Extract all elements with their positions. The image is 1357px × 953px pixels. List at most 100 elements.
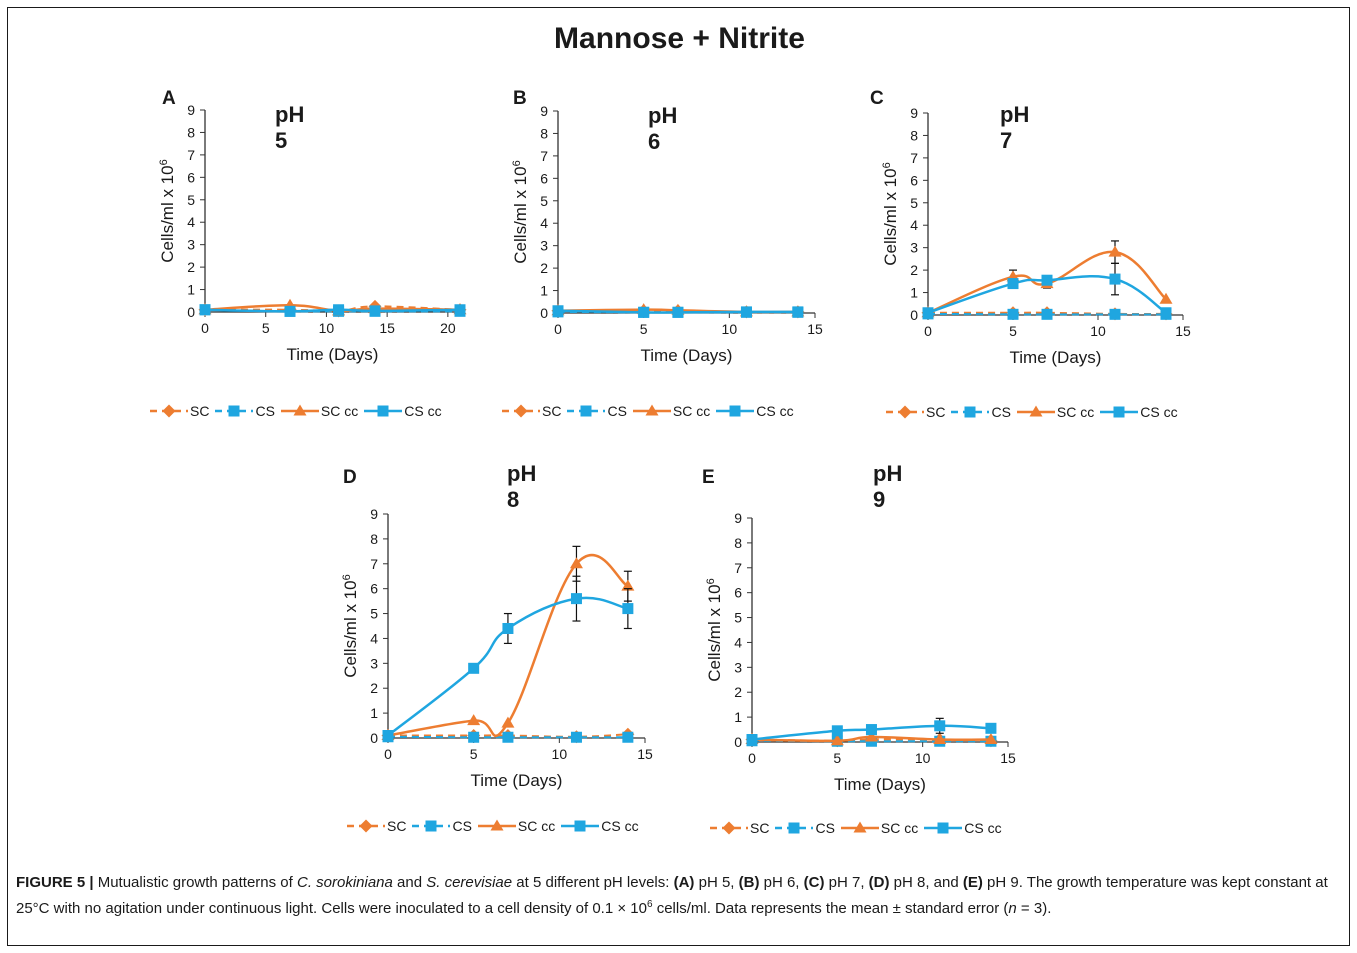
legend-item: CS [410,818,472,834]
legend-label: SC [190,403,210,419]
panel-letter: E [702,467,715,488]
legend-marker [788,822,800,834]
legend-swatch [347,819,385,833]
legend-marker [1029,405,1043,417]
legend-swatch [710,821,748,835]
legend-swatch [886,405,924,419]
y-tick-label: 4 [734,634,742,650]
x-tick-label: 15 [1000,750,1016,766]
legend-label: SC [926,404,946,420]
legend-item: SC [148,403,209,419]
y-tick-label: 1 [540,283,548,299]
caption-species: S. cerevisiae [426,874,513,891]
y-tick-label: 6 [370,581,378,597]
data-point [985,722,997,734]
caption-panel-ref: (E) [962,874,983,891]
y-tick-label: 9 [540,103,548,119]
legend-b: SC CS SC cc CS cc [500,403,798,419]
data-point [552,305,564,317]
y-axis-label-sup: 6 [158,159,170,165]
legend-marker [293,404,307,416]
legend-swatch [775,822,814,834]
y-tick-label: 1 [370,705,378,721]
y-tick-label: 6 [910,172,918,188]
x-tick-label: 5 [640,321,648,337]
legend-swatch [215,405,254,417]
y-tick-label: 0 [540,305,548,321]
legend-item: SC [345,818,406,834]
data-point [1159,292,1173,304]
legend-label: SC [542,403,562,419]
legend-e: SC CS SC cc CS cc [708,820,1006,836]
data-point [672,306,684,318]
legend-marker [359,819,373,833]
data-point [369,305,381,317]
y-tick-label: 3 [734,659,742,675]
legend-swatch [1100,406,1139,418]
y-tick-label: 7 [734,560,742,576]
data-point [382,730,394,742]
legend-c: SC CS SC cc CS cc [884,404,1182,420]
series-line-cs [387,735,628,739]
legend-item: CS cc [714,403,794,419]
data-point [622,603,634,615]
legend-swatch [632,404,671,416]
legend-label: SC cc [517,818,556,834]
y-tick-label: 3 [370,655,378,671]
legend-label: SC cc [1056,404,1095,420]
legend-swatch [412,820,451,832]
data-point [570,731,582,743]
y-axis-label: Cells/ml x 106 [341,574,360,677]
x-axis-label: Time (Days) [471,771,563,790]
y-tick-label: 1 [910,285,918,301]
legend-label: CS [815,820,835,836]
legend-item: CS cc [559,818,639,834]
legend-swatch [477,819,516,831]
legend-item: SC cc [631,403,710,419]
y-tick-label: 9 [370,506,378,522]
legend-label: CS [255,403,275,419]
y-axis-label-sup: 6 [511,160,523,166]
data-point [922,307,934,319]
legend-marker [490,819,504,831]
x-tick-label: 10 [319,320,335,336]
caption-sup: 6 [646,899,653,910]
caption-text: pH 5, [694,874,739,891]
legend-label: CS cc [964,820,1002,836]
y-tick-label: 4 [370,630,378,646]
data-point [333,304,345,316]
data-point [830,734,844,746]
data-point [792,306,804,318]
x-tick-label: 10 [552,746,568,762]
y-tick-label: 9 [910,105,918,121]
y-tick-label: 6 [734,585,742,601]
y-axis-label: Cells/ml x 106 [705,578,724,681]
legend-swatch [924,822,963,834]
y-tick-label: 8 [370,531,378,547]
y-tick-label: 2 [370,680,378,696]
legend-marker [377,405,389,417]
y-tick-label: 7 [910,150,918,166]
legend-item: SC [708,820,769,836]
legend-marker [964,406,976,418]
caption-text: pH 7, [824,874,869,891]
data-point [984,733,998,745]
data-point [501,716,515,728]
y-tick-label: 9 [187,102,195,118]
series-line-sc-cc [387,553,629,738]
data-point [468,731,480,743]
panel-letter: D [343,467,357,488]
x-tick-label: 5 [833,750,841,766]
y-tick-label: 4 [910,217,918,233]
data-point [454,304,466,316]
y-tick-label: 8 [910,127,918,143]
y-tick-label: 0 [734,734,742,750]
x-tick-label: 15 [637,746,653,762]
data-point [284,305,296,317]
legend-swatch [716,405,755,417]
panel-title: pH 5 [275,102,305,153]
x-axis-label: Time (Days) [834,775,926,794]
legend-swatch [280,404,319,416]
